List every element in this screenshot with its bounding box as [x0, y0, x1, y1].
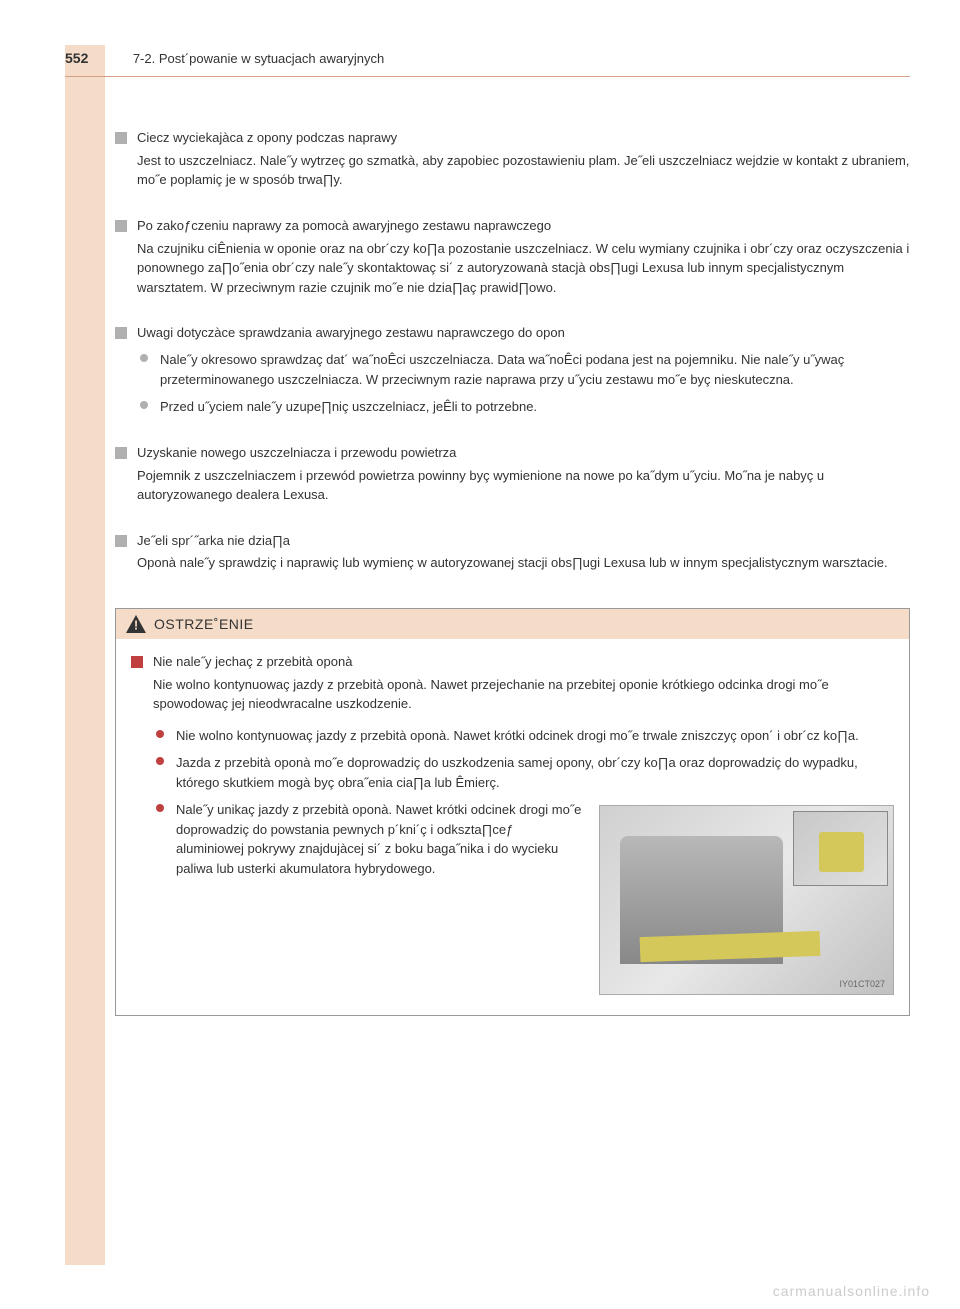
bullet-item: Nale˝y okresowo sprawdzaç dat´ wa˝noÊci … — [140, 350, 910, 389]
warning-box: OSTRZE˚ENIE Nie nale˝y jechaç z przebità… — [115, 608, 910, 1016]
warning-section-title: Nie nale˝y jechaç z przebità oponà — [153, 654, 894, 671]
square-marker-red-icon — [131, 656, 143, 668]
bullet-item-with-image: IY01CT027 Nale˝y unikaç jazdy z przebità… — [156, 800, 894, 995]
image-code-label: IY01CT027 — [839, 979, 885, 989]
bullet-dot-red-icon — [156, 804, 164, 812]
section-1: Ciecz wyciekajàca z opony podczas napraw… — [115, 130, 910, 190]
section-title: Ciecz wyciekajàca z opony podczas napraw… — [137, 130, 910, 147]
section-5: Je˝eli spr´˝arka nie dzia∏a Oponà nale˝y… — [115, 533, 910, 573]
section-title: Uwagi dotyczàce sprawdzania awaryjnego z… — [137, 325, 910, 342]
trunk-diagram-image: IY01CT027 — [599, 805, 894, 995]
section-body: Na czujniku ciÊnienia w oponie oraz na o… — [137, 239, 910, 298]
section-2: Po zakoƒczeniu naprawy za pomocà awaryjn… — [115, 218, 910, 297]
page-header: 552 7-2. Post´powanie w sytuacjach awary… — [65, 50, 910, 77]
square-marker-icon — [115, 535, 127, 547]
left-accent-bar — [65, 45, 105, 1265]
section-title: Uzyskanie nowego uszczelniacza i przewod… — [137, 445, 910, 462]
bullet-dot-red-icon — [156, 757, 164, 765]
section-body: Pojemnik z uszczelniaczem i przewód powi… — [137, 466, 910, 505]
section-title: Je˝eli spr´˝arka nie dzia∏a — [137, 533, 910, 550]
warning-triangle-icon — [126, 615, 146, 633]
section-body: Oponà nale˝y sprawdziç i naprawiç lub wy… — [137, 553, 910, 573]
square-marker-icon — [115, 327, 127, 339]
square-marker-icon — [115, 220, 127, 232]
bullet-item: Jazda z przebità oponà mo˝e doprowadziç … — [156, 753, 894, 792]
section-4: Uzyskanie nowego uszczelniacza i przewod… — [115, 445, 910, 505]
bullet-dot-red-icon — [156, 730, 164, 738]
section-body: Jest to uszczelniacz. Nale˝y wytrzeç go … — [137, 151, 910, 190]
breadcrumb: 7-2. Post´powanie w sytuacjach awaryjnyc… — [133, 51, 384, 66]
bullet-text: Nie wolno kontynuowaç jazdy z przebità o… — [176, 726, 894, 746]
warning-header: OSTRZE˚ENIE — [116, 609, 909, 639]
watermark-text: carmanualsonline.info — [773, 1283, 930, 1299]
warning-section: Nie nale˝y jechaç z przebità oponà Nie w… — [131, 654, 894, 714]
square-marker-icon — [115, 447, 127, 459]
bullet-dot-icon — [140, 401, 148, 409]
main-content: Ciecz wyciekajàca z opony podczas napraw… — [115, 130, 910, 1016]
jack-highlight — [640, 931, 821, 962]
page-number: 552 — [65, 50, 88, 66]
bullet-text: Przed u˝yciem nale˝y uzupe∏niç uszczelni… — [160, 397, 910, 417]
section-title: Po zakoƒczeniu naprawy za pomocà awaryjn… — [137, 218, 910, 235]
bullet-text: Jazda z przebità oponà mo˝e doprowadziç … — [176, 753, 894, 792]
page-container: 552 7-2. Post´powanie w sytuacjach awary… — [0, 0, 960, 1309]
warning-title: OSTRZE˚ENIE — [154, 616, 254, 632]
bullet-item: Przed u˝yciem nale˝y uzupe∏niç uszczelni… — [140, 397, 910, 417]
bullet-text: Nale˝y okresowo sprawdzaç dat´ wa˝noÊci … — [160, 350, 910, 389]
section-3: Uwagi dotyczàce sprawdzania awaryjnego z… — [115, 325, 910, 416]
image-inset-detail — [793, 811, 888, 886]
bullet-dot-icon — [140, 354, 148, 362]
jack-detail-highlight — [819, 832, 864, 872]
bullet-item: Nie wolno kontynuowaç jazdy z przebità o… — [156, 726, 894, 746]
warning-section-body: Nie wolno kontynuowaç jazdy z przebità o… — [153, 675, 894, 714]
square-marker-icon — [115, 132, 127, 144]
warning-content: Nie nale˝y jechaç z przebità oponà Nie w… — [116, 639, 909, 1015]
